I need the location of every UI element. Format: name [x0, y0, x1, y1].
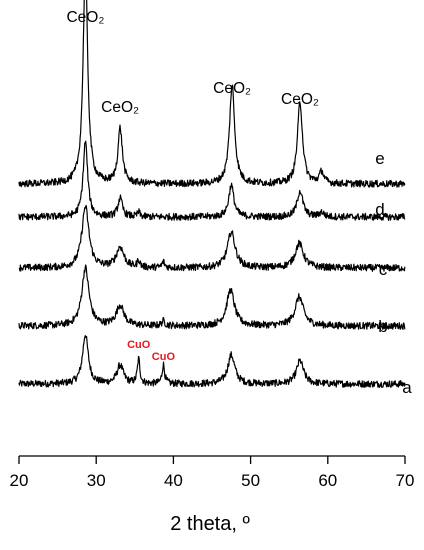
- cuo-annotation-5: CuO: [127, 339, 151, 351]
- x-tick-label-30: 30: [87, 471, 106, 490]
- series-line-e: [18, 0, 406, 188]
- ceo2-annotation-4: CeO₂: [281, 91, 319, 108]
- x-tick-label-20: 20: [10, 471, 29, 490]
- xrd-traces: [18, 0, 406, 388]
- x-tick-label-70: 70: [396, 471, 415, 490]
- series-label-e: e: [375, 149, 384, 168]
- cuo-annotation-6: CuO: [152, 351, 176, 363]
- series-label-c: c: [379, 260, 388, 279]
- ceo2-annotation-3: CeO₂: [213, 80, 251, 97]
- x-axis: 20 30 40 50 60 70: [10, 455, 415, 490]
- x-tick-label-60: 60: [318, 471, 337, 490]
- series-label-b: b: [378, 317, 387, 336]
- ceo2-annotation-2: CeO₂: [101, 99, 139, 116]
- x-tick-label-50: 50: [241, 471, 260, 490]
- series-line-a: [18, 335, 406, 388]
- ceo2-annotation-1: CeO₂: [66, 9, 104, 26]
- series-label-d: d: [375, 200, 384, 219]
- x-tick-label-40: 40: [164, 471, 183, 490]
- series-label-a: a: [402, 378, 412, 397]
- x-axis-title: 2 theta, º: [170, 513, 250, 535]
- x-axis-ticks: 20 30 40 50 60 70: [10, 456, 415, 490]
- series-line-b: [18, 264, 406, 330]
- series-line-d: [18, 140, 406, 221]
- series-labels: a b c d e: [375, 149, 412, 397]
- series-line-c: [18, 204, 406, 272]
